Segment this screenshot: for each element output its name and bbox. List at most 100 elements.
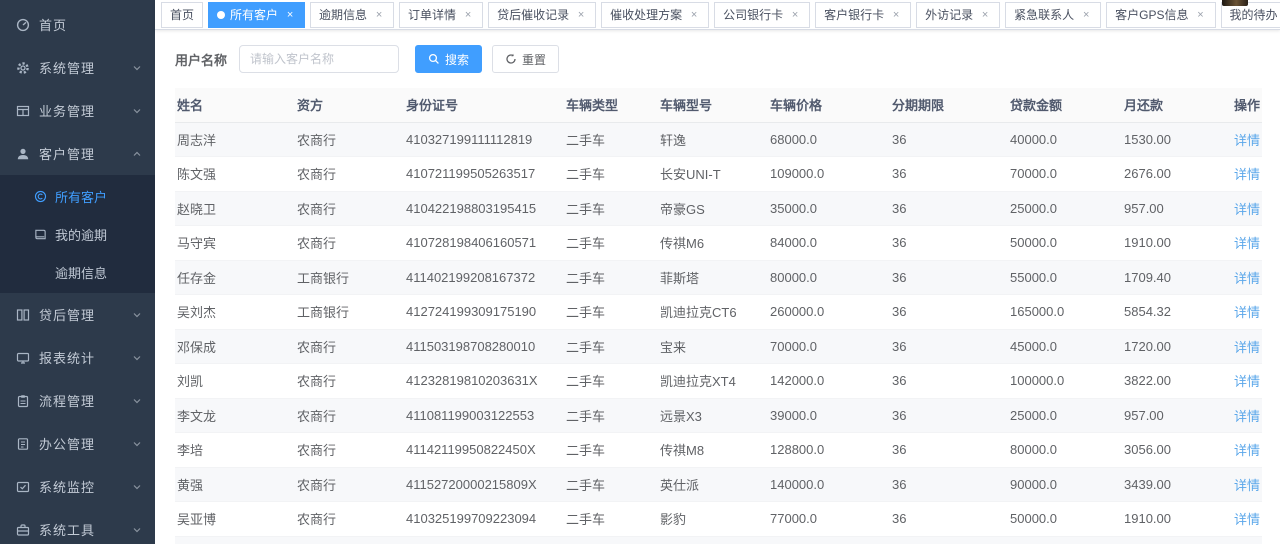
tab[interactable]: 我的待办 × bbox=[1220, 1, 1280, 28]
cell-vehicle-price: 39000.0 bbox=[768, 398, 890, 433]
cell-monthly: 1910.00 bbox=[1122, 501, 1207, 537]
cell-vehicle-model: 宝来 bbox=[658, 329, 768, 364]
close-icon[interactable]: × bbox=[981, 8, 989, 21]
cell-monthly: 3822.00 bbox=[1122, 363, 1207, 399]
dashboard-icon bbox=[15, 17, 30, 32]
close-icon[interactable]: × bbox=[577, 8, 585, 21]
sidebar-item-label: 系统管理 bbox=[39, 61, 96, 76]
cell-term: 36 bbox=[890, 432, 1008, 468]
detail-link[interactable]: 详情 bbox=[1233, 201, 1260, 217]
col-header-term: 分期期限 bbox=[890, 88, 1008, 123]
close-icon[interactable]: × bbox=[286, 8, 294, 21]
cell-monthly: 1147.00 bbox=[1122, 536, 1207, 544]
sidebar-item-home[interactable]: 首页 bbox=[0, 3, 155, 46]
sidebar-item-label: 我的逾期 bbox=[55, 227, 108, 243]
col-header-funder: 资方 bbox=[295, 88, 404, 123]
cell-funder: 农商行 bbox=[295, 329, 404, 364]
tab-label: 逾期信息 bbox=[319, 8, 368, 22]
cell-funder: 工商银行 bbox=[295, 294, 404, 330]
close-icon[interactable]: × bbox=[791, 8, 799, 21]
sidebar-item-office-mgmt[interactable]: 办公管理 bbox=[0, 422, 155, 465]
cell-id-number: 410322199512104521 bbox=[404, 536, 564, 544]
search-icon bbox=[428, 53, 439, 64]
cell-monthly: 3439.00 bbox=[1122, 467, 1207, 502]
cell-term: 36 bbox=[890, 363, 1008, 399]
detail-link[interactable]: 详情 bbox=[1233, 512, 1260, 528]
table-row: 赵晓卫 农商行 410422198803195415 二手车 帝豪GS 3500… bbox=[175, 191, 1262, 226]
detail-link[interactable]: 详情 bbox=[1233, 167, 1260, 183]
sidebar-item-all-customers[interactable]: 所有客户 bbox=[0, 177, 155, 215]
tab[interactable]: 外访记录 × bbox=[916, 1, 1001, 28]
table-row: 邓保成 农商行 411503198708280010 二手车 宝来 70000.… bbox=[175, 329, 1262, 364]
avatar[interactable] bbox=[1222, 0, 1248, 6]
cell-vehicle-price: 68000.0 bbox=[768, 122, 890, 157]
sidebar-item-system-tools[interactable]: 系统工具 bbox=[0, 508, 155, 544]
customers-table: 姓名 资方 身份证号 车辆类型 车辆型号 车辆价格 分期期限 贷款金额 月还款 … bbox=[175, 88, 1262, 544]
cell-monthly: 2676.00 bbox=[1122, 156, 1207, 192]
table-row: 李培 农商行 41142119950822450X 二手车 传祺M8 12880… bbox=[175, 432, 1262, 468]
detail-link[interactable]: 详情 bbox=[1233, 339, 1260, 355]
tab[interactable]: 所有客户 × bbox=[208, 1, 306, 28]
tab[interactable]: 催收处理方案 × bbox=[601, 1, 710, 28]
cell-vehicle-type: 二手车 bbox=[564, 122, 658, 157]
detail-link[interactable]: 详情 bbox=[1233, 132, 1260, 148]
col-header-vehicle-price: 车辆价格 bbox=[768, 88, 890, 123]
tab[interactable]: 首页 × bbox=[161, 1, 204, 28]
sidebar-item-business-mgmt[interactable]: 业务管理 bbox=[0, 89, 155, 132]
cell-id-number: 410728198406160571 bbox=[404, 225, 564, 261]
cell-term: 36 bbox=[890, 294, 1008, 330]
detail-link[interactable]: 详情 bbox=[1233, 443, 1260, 459]
tab-label: 首页 bbox=[170, 8, 195, 22]
search-button[interactable]: 搜索 bbox=[415, 45, 483, 73]
sidebar-item-system-monitor[interactable]: 系统监控 bbox=[0, 465, 155, 508]
cell-vehicle-model: 凯迪拉克CT6 bbox=[658, 294, 768, 330]
sidebar-item-my-overdue[interactable]: 我的逾期 bbox=[0, 215, 155, 253]
cell-loan-amount: 90000.0 bbox=[1008, 467, 1122, 502]
reset-button[interactable]: 重置 bbox=[492, 45, 560, 73]
sidebar-item-process-mgmt[interactable]: 流程管理 bbox=[0, 379, 155, 422]
cell-vehicle-type: 二手车 bbox=[564, 294, 658, 330]
detail-link[interactable]: 详情 bbox=[1233, 270, 1260, 286]
sidebar-item-label: 所有客户 bbox=[55, 189, 108, 205]
cell-funder: 工商银行 bbox=[295, 260, 404, 295]
sidebar-item-overdue-info[interactable]: 逾期信息 bbox=[0, 253, 155, 291]
sidebar-item-system-mgmt[interactable]: 系统管理 bbox=[0, 46, 155, 89]
tab[interactable]: 紧急联系人 × bbox=[1005, 1, 1102, 28]
tab-label: 外访记录 bbox=[925, 8, 974, 22]
close-icon[interactable]: × bbox=[1197, 8, 1204, 21]
cell-funder: 农商行 bbox=[295, 191, 404, 226]
cell-id-number: 41142119950822450X bbox=[404, 432, 564, 468]
customer-name-input[interactable] bbox=[239, 45, 400, 73]
detail-link[interactable]: 详情 bbox=[1233, 305, 1260, 321]
sidebar-item-postloan-mgmt[interactable]: 贷后管理 bbox=[0, 293, 155, 336]
close-icon[interactable]: × bbox=[690, 8, 698, 21]
cell-term: 36 bbox=[890, 191, 1008, 226]
cell-loan-amount: 40000.0 bbox=[1008, 122, 1122, 157]
tab[interactable]: 订单详情 × bbox=[399, 1, 484, 28]
detail-link[interactable]: 详情 bbox=[1233, 236, 1260, 252]
table-row: 吴刘杰 工商银行 412724199309175190 二手车 凯迪拉克CT6 … bbox=[175, 294, 1262, 330]
sidebar-item-customer-mgmt[interactable]: 客户管理 bbox=[0, 132, 155, 175]
detail-link[interactable]: 详情 bbox=[1233, 374, 1260, 390]
tab[interactable]: 客户银行卡 × bbox=[815, 1, 912, 28]
sidebar-item-report-stats[interactable]: 报表统计 bbox=[0, 336, 155, 379]
refresh-icon bbox=[506, 53, 516, 64]
cell-name: 黄强 bbox=[175, 467, 295, 502]
close-icon[interactable]: × bbox=[375, 8, 383, 21]
cell-vehicle-price: 128800.0 bbox=[768, 432, 890, 468]
detail-link[interactable]: 详情 bbox=[1233, 477, 1260, 493]
tab[interactable]: 贷后催收记录 × bbox=[488, 1, 597, 28]
detail-link[interactable]: 详情 bbox=[1233, 408, 1260, 424]
cell-funder: 农商行 bbox=[295, 122, 404, 157]
tab-label: 紧急联系人 bbox=[1014, 8, 1075, 22]
close-icon[interactable]: × bbox=[1082, 8, 1090, 21]
tab[interactable]: 客户GPS信息 × bbox=[1106, 1, 1216, 28]
close-icon[interactable]: × bbox=[892, 8, 900, 21]
close-icon[interactable]: × bbox=[464, 8, 472, 21]
tab[interactable]: 逾期信息 × bbox=[310, 1, 395, 28]
tab[interactable]: 公司银行卡 × bbox=[714, 1, 811, 28]
cell-id-number: 412724199309175190 bbox=[404, 294, 564, 330]
tab-label: 客户银行卡 bbox=[824, 8, 885, 22]
cell-vehicle-price: 260000.0 bbox=[768, 294, 890, 330]
